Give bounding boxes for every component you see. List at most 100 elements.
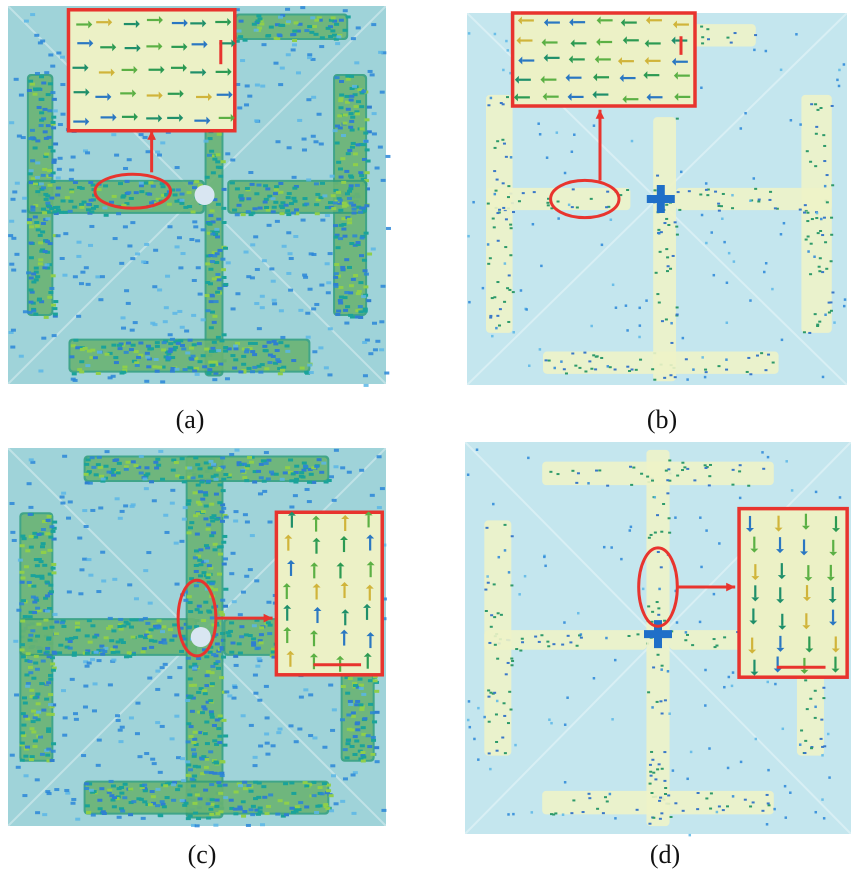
field-dot [144, 242, 150, 246]
current-mark [306, 480, 312, 484]
field-dot [570, 150, 574, 153]
current-mark [39, 682, 45, 686]
field-dot [122, 225, 128, 229]
field-dot [45, 217, 51, 221]
field-dot [21, 209, 27, 213]
current-mark [179, 476, 185, 480]
current-mark [262, 795, 268, 799]
current-mark [656, 653, 660, 656]
field-dot [486, 243, 490, 246]
current-mark [218, 791, 224, 795]
current-mark [345, 742, 351, 746]
current-mark [234, 39, 240, 43]
current-mark [47, 242, 53, 246]
current-mark [691, 644, 695, 647]
field-dot [73, 717, 79, 721]
panel-d-svg [464, 441, 851, 837]
current-mark [521, 641, 525, 644]
field-dot [327, 252, 333, 256]
current-mark [88, 180, 94, 184]
current-mark [363, 231, 369, 235]
current-mark [359, 105, 365, 109]
current-mark [125, 460, 131, 464]
inset-arrowhead [570, 39, 575, 48]
current-mark [280, 13, 286, 17]
field-dot [602, 545, 606, 549]
current-mark [150, 795, 156, 799]
inset-arrowhead [777, 575, 786, 580]
current-mark [161, 193, 167, 197]
current-mark [30, 82, 36, 86]
field-dot [365, 734, 371, 738]
field-dot [257, 492, 263, 496]
current-mark [263, 197, 269, 201]
field-dot [305, 335, 311, 339]
current-mark [352, 735, 358, 739]
current-mark [35, 139, 41, 143]
current-mark [101, 345, 107, 349]
field-dot [319, 792, 325, 796]
current-mark [154, 466, 160, 470]
current-mark [250, 350, 256, 354]
current-mark [291, 359, 297, 363]
current-mark [489, 316, 493, 319]
current-mark [349, 128, 355, 132]
current-mark [701, 42, 705, 45]
inset-arrowhead [644, 56, 649, 65]
field-dot [468, 725, 472, 729]
current-mark [265, 208, 271, 212]
current-mark [106, 790, 112, 794]
field-dot [483, 715, 486, 719]
current-mark [290, 33, 296, 37]
inset-arrowhead [542, 92, 547, 101]
current-mark [361, 258, 367, 262]
current-mark [204, 720, 210, 724]
field-dot [78, 592, 84, 596]
current-mark [249, 182, 255, 186]
current-mark [233, 347, 239, 351]
field-dot [780, 338, 784, 342]
current-mark [161, 638, 167, 642]
current-mark [717, 805, 721, 808]
field-dot [167, 333, 173, 337]
current-mark [325, 807, 331, 811]
inset-arrowhead [568, 55, 573, 64]
current-mark [145, 802, 151, 806]
current-mark [669, 815, 673, 818]
field-dot [276, 33, 282, 37]
current-mark [193, 549, 199, 553]
field-dot [371, 112, 377, 116]
current-mark [42, 563, 48, 567]
field-dot [749, 299, 752, 302]
current-mark [359, 705, 365, 709]
field-dot [340, 466, 346, 470]
current-mark [51, 158, 57, 162]
current-mark [656, 514, 660, 517]
current-mark [204, 742, 210, 746]
field-dot [48, 703, 54, 707]
current-mark [28, 256, 34, 260]
current-mark [552, 813, 556, 816]
field-dot [336, 35, 342, 39]
current-mark [121, 203, 127, 207]
current-mark [819, 229, 823, 232]
current-mark [258, 462, 264, 466]
field-dot [88, 573, 94, 577]
current-mark [171, 781, 177, 785]
current-mark [360, 751, 366, 755]
current-mark [259, 363, 265, 367]
field-dot [518, 593, 521, 596]
field-dot [190, 823, 196, 827]
current-mark [206, 609, 212, 613]
current-mark [348, 187, 354, 191]
current-mark [208, 326, 214, 330]
current-mark [51, 115, 57, 119]
current-mark [829, 301, 833, 304]
inset-arrowhead [829, 621, 838, 626]
current-mark [253, 780, 259, 784]
field-dot [256, 327, 262, 331]
field-dot [155, 787, 161, 791]
current-mark [271, 647, 277, 651]
current-mark [319, 36, 325, 40]
current-mark [357, 749, 363, 753]
